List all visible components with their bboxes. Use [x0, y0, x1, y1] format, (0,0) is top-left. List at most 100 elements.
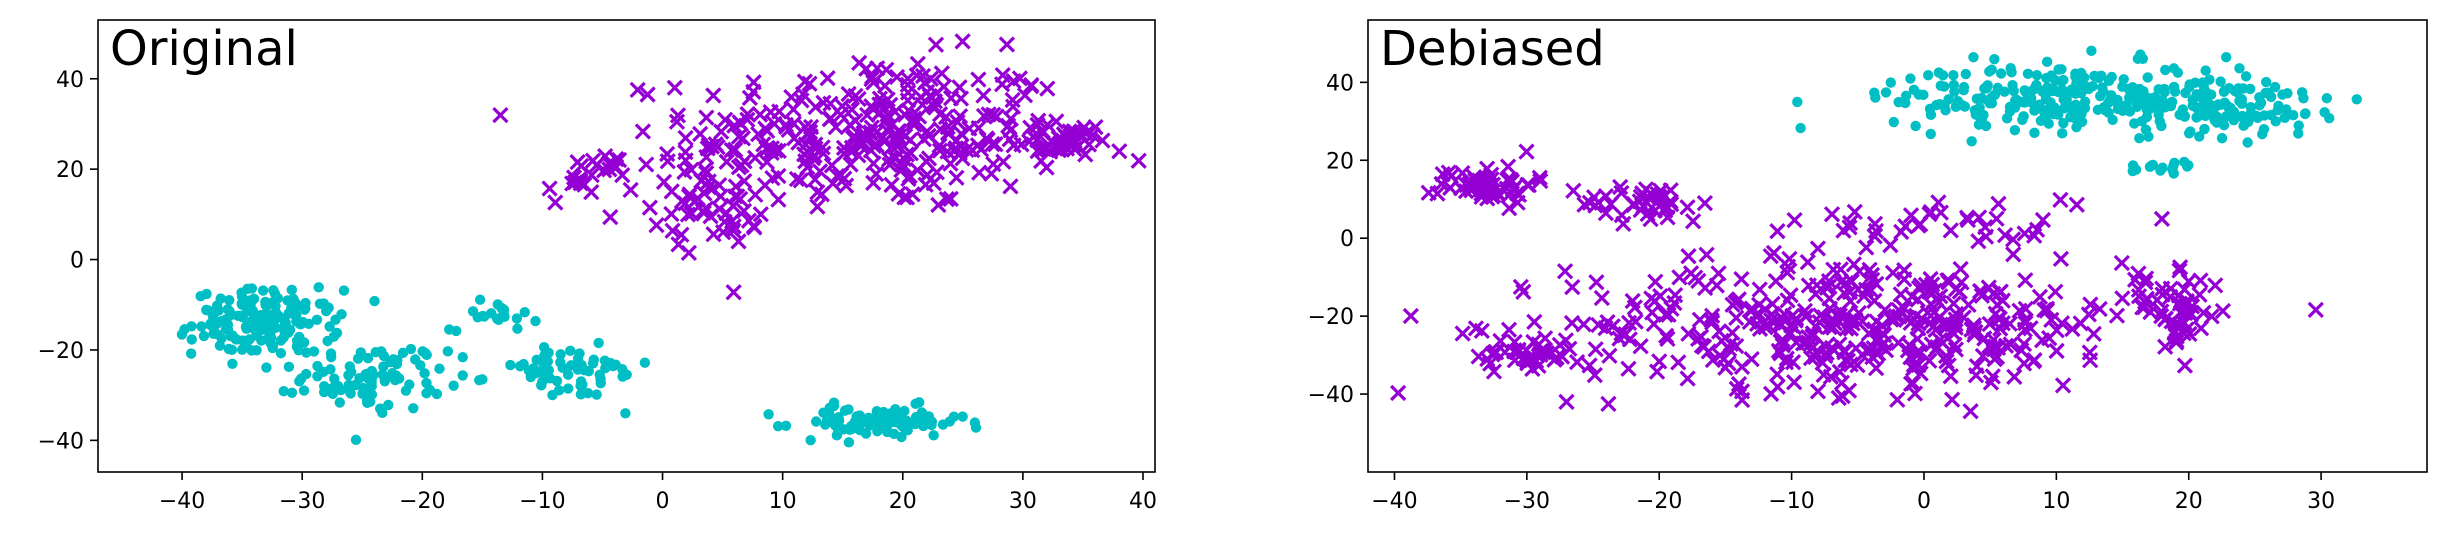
point-debiased-dot: [2134, 132, 2145, 144]
point-debiased-x: [1947, 311, 1964, 328]
point-original-x: [838, 177, 855, 194]
point-debiased-x: [2137, 270, 2155, 287]
x-tick-label-debiased: −20: [1636, 489, 1682, 514]
point-original-dot: [829, 420, 841, 431]
point-original-x: [796, 73, 814, 90]
point-original-dot: [298, 385, 310, 396]
point-debiased-x: [2015, 335, 2033, 353]
point-debiased-dot: [2022, 68, 2034, 79]
point-original-dot: [261, 300, 272, 312]
point-original-x: [794, 86, 812, 103]
point-original-x: [723, 141, 740, 159]
point-debiased-x: [1930, 194, 1947, 211]
point-debiased-x: [1895, 299, 1912, 316]
point-debiased-x: [1588, 274, 1605, 291]
point-original-dot: [846, 420, 857, 432]
point-debiased-dot: [1795, 122, 1806, 134]
point-debiased-dot: [2079, 102, 2091, 114]
point-original-x: [883, 176, 900, 193]
point-original-x: [933, 65, 950, 82]
point-original-dot: [205, 320, 217, 331]
point-debiased-x: [1948, 305, 1965, 323]
point-debiased-x: [1724, 296, 1741, 313]
point-debiased-dot: [2242, 137, 2253, 148]
point-debiased-dot: [1870, 92, 1881, 103]
point-debiased-x: [2025, 353, 2042, 370]
point-debiased-dot: [2277, 89, 2288, 100]
point-debiased-x: [2153, 210, 2171, 227]
point-original-x: [1111, 143, 1128, 160]
point-original-x: [872, 104, 889, 121]
point-original-x: [673, 226, 690, 243]
x-tick-label-original: −40: [159, 489, 205, 514]
point-debiased-x: [1518, 143, 1535, 160]
point-debiased-x: [2176, 357, 2194, 374]
point-debiased-dot: [2136, 116, 2148, 127]
point-debiased-dot: [2117, 105, 2129, 117]
point-debiased-x: [1799, 253, 1816, 271]
point-debiased-x: [1647, 273, 1664, 290]
point-original-x: [927, 36, 945, 53]
point-original-x: [821, 111, 838, 128]
point-debiased-dot: [1893, 96, 1904, 108]
point-original-dot: [290, 297, 301, 308]
point-debiased-dot: [2103, 75, 2115, 87]
point-original-dot: [383, 399, 394, 411]
point-original-dot: [248, 293, 260, 305]
point-original-dot: [474, 374, 485, 386]
point-original-x: [740, 212, 758, 229]
point-original-dot: [265, 325, 277, 336]
point-debiased-x: [2016, 321, 2034, 338]
point-original-dot: [575, 389, 587, 400]
point-debiased-dot: [2209, 109, 2220, 121]
point-original-dot: [442, 346, 454, 357]
point-original-x: [648, 217, 665, 234]
point-original-x: [683, 161, 700, 178]
point-debiased-x: [1558, 393, 1575, 410]
point-debiased-x: [1909, 291, 1926, 308]
point-debiased-x: [1620, 360, 1637, 377]
point-debiased-dot: [2058, 117, 2069, 129]
point-original-x: [906, 113, 923, 130]
point-original-x: [961, 120, 978, 137]
point-original-x: [822, 95, 839, 112]
point-original-x: [851, 54, 868, 71]
point-original-dot: [186, 334, 197, 345]
point-debiased-x: [1499, 171, 1516, 189]
point-original-x: [783, 88, 800, 106]
point-debiased-x: [1501, 200, 1518, 217]
x-tick-label-original: 0: [656, 489, 670, 514]
point-original-x: [778, 118, 795, 135]
point-original-x: [978, 130, 995, 147]
point-original-dot: [519, 306, 530, 318]
point-debiased-dot: [2190, 77, 2201, 88]
point-original-x: [806, 147, 823, 164]
point-original-x: [867, 165, 885, 183]
point-debiased-x: [1390, 384, 1407, 402]
point-original-x: [735, 202, 753, 220]
point-debiased-x: [1774, 331, 1791, 348]
point-debiased-x: [1526, 313, 1543, 331]
point-debiased-x: [1457, 183, 1475, 200]
point-original-x: [876, 77, 894, 95]
point-original-dot: [268, 285, 279, 296]
point-debiased-x: [2114, 290, 2131, 307]
point-debiased-x: [1841, 219, 1858, 236]
point-debiased-x: [1997, 337, 2015, 354]
point-debiased-x: [2136, 299, 2153, 316]
point-debiased-dot: [2245, 83, 2256, 95]
point-debiased-x: [1966, 326, 1983, 344]
point-debiased-x: [2113, 254, 2130, 272]
point-original-dot: [607, 360, 619, 372]
point-debiased-x: [1996, 226, 2014, 244]
point-debiased-x: [1866, 292, 1883, 310]
point-debiased-dot: [2032, 83, 2043, 94]
point-debiased-x: [1769, 366, 1786, 383]
point-original-dot: [377, 407, 388, 419]
point-debiased-x: [2047, 283, 2064, 300]
point-debiased-x: [2181, 325, 2198, 343]
point-original-x: [915, 131, 932, 148]
point-original-x: [759, 122, 776, 139]
point-debiased-x: [2307, 301, 2324, 318]
point-debiased-x: [1658, 199, 1675, 216]
